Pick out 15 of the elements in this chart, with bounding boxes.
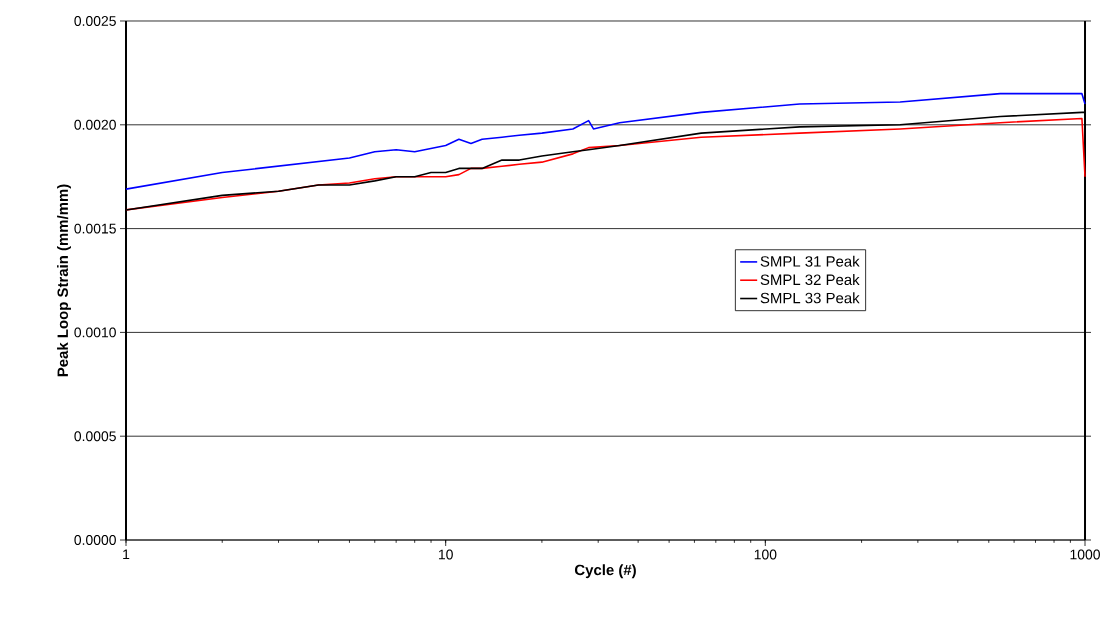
x-tick-label: 10 — [438, 549, 453, 560]
legend-label: SMPL 33 Peak — [760, 292, 860, 304]
y-tick-label: 0.0010 — [74, 327, 116, 338]
y-tick-label: 0.0020 — [74, 119, 116, 130]
legend-label: SMPL 31 Peak — [760, 255, 860, 267]
x-tick-label: 1 — [123, 549, 130, 560]
y-tick-label: 0.0015 — [74, 223, 116, 234]
legend-label: SMPL 32 Peak — [760, 274, 860, 286]
x-tick-label: 1000 — [1070, 549, 1100, 560]
x-axis-title: Cycle (#) — [574, 564, 636, 579]
y-tick-label: 0.0005 — [74, 431, 116, 442]
y-tick-label: 0.0025 — [74, 16, 116, 26]
y-tick-label: 0.0000 — [74, 535, 116, 545]
x-tick-label: 100 — [754, 549, 777, 560]
y-axis-title: Peak Loop Strain (mm/mm) — [57, 184, 71, 377]
